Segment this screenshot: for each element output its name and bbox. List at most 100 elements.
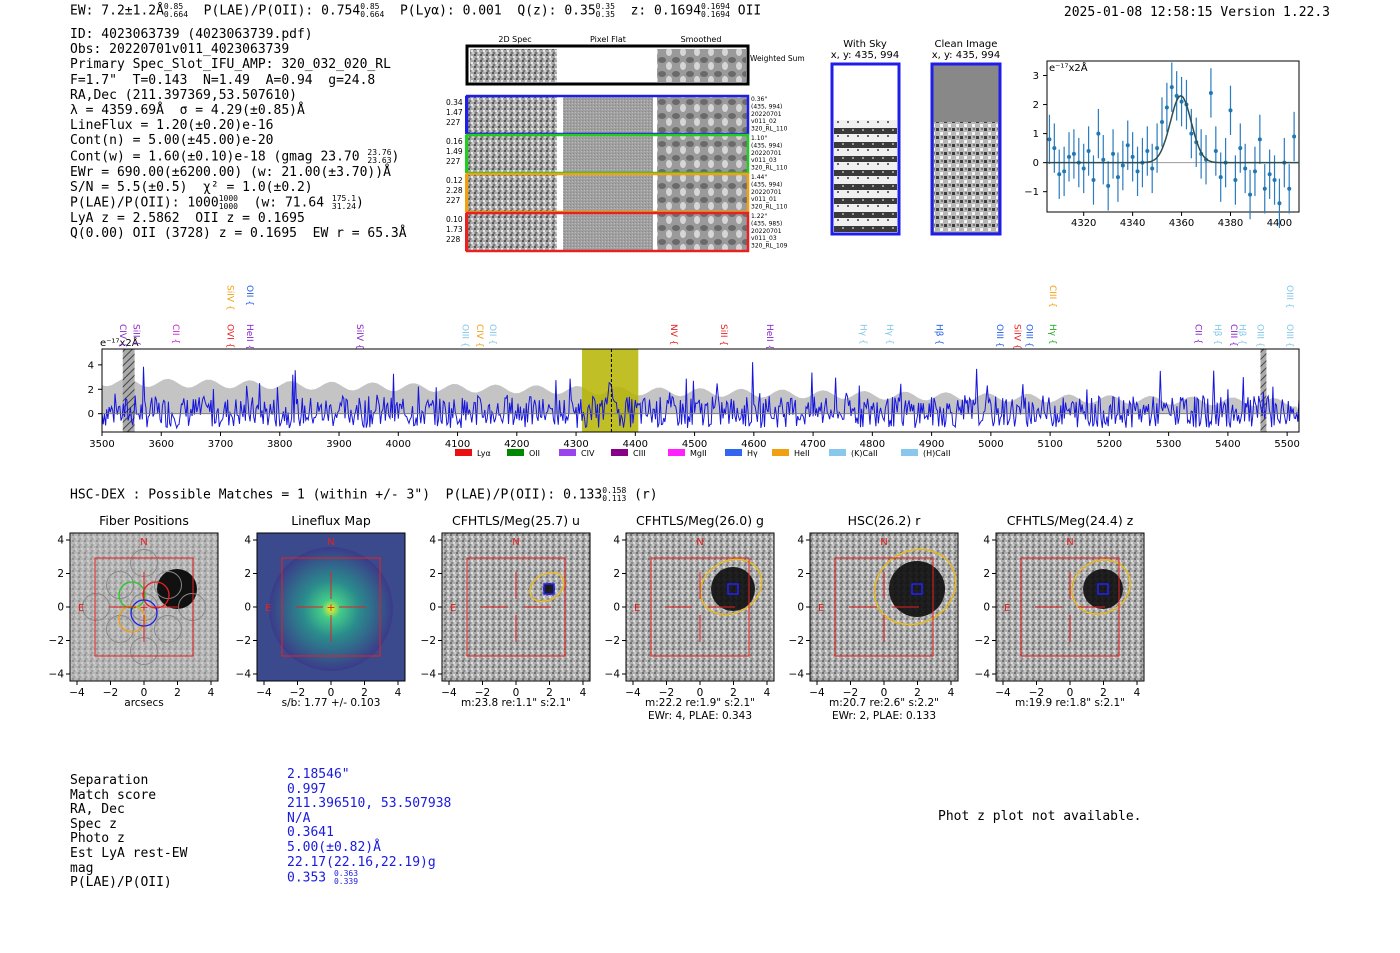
legend-label: MgII <box>690 449 707 458</box>
legend-swatch <box>507 449 524 456</box>
cutout-left-label: 0.34 <box>446 98 463 107</box>
emission-line-label: OIII { <box>459 324 469 348</box>
fit-point <box>1091 178 1096 183</box>
north-label: N <box>327 537 334 548</box>
full-spectrum-plot: e⁻¹⁷x2Å 3500 3600 3700 3800 3900 4000 4100 4200… <box>88 285 1300 458</box>
legend-label: (H)CaII <box>923 449 950 458</box>
panel-xtick-label: −2 <box>290 687 305 699</box>
fit-point <box>1115 175 1120 180</box>
info-plae-w-upper: 175.1 <box>331 194 357 204</box>
cutout-pixelflat <box>563 135 653 173</box>
plae-value: P(LAE)/P(OII): 0.754 <box>203 3 361 19</box>
cutout-2dspec <box>468 174 557 212</box>
info-lambda: λ = 4359.69Å σ = 4.29(±0.85)Å <box>70 103 305 119</box>
fit-point <box>1213 149 1218 154</box>
panel-xtick-label: −2 <box>103 687 118 699</box>
panel-caption: m:19.9 re:1.8" s:2.1" <box>1015 697 1125 709</box>
emission-line-label: Hβ { <box>1212 324 1222 345</box>
panel-noise <box>626 533 774 681</box>
search-box <box>650 557 750 657</box>
info-contn: Cont(n) = 5.00(±45.00)e-20 <box>70 133 274 149</box>
fit-point <box>1067 154 1072 159</box>
east-label: E <box>818 603 824 614</box>
legend-label: Hγ <box>747 449 758 458</box>
panel-xtick-label: 0 <box>1067 687 1074 699</box>
cutout-right-label: 20220701 <box>751 111 782 118</box>
east-label: E <box>1004 603 1010 614</box>
panel-xtick-label: 0 <box>141 687 148 699</box>
cutout-right-label: 20220701 <box>751 150 782 157</box>
panel-caption: m:23.8 re:1.1" s:2.1" <box>461 697 571 709</box>
fit-point <box>1174 93 1179 98</box>
fit-point <box>1125 143 1130 148</box>
info-ewr: EWr = 690.00(±6200.00) (w: 21.00(±3.70))… <box>70 164 391 180</box>
panel-ytick-label: 2 <box>983 568 990 580</box>
galaxy-blob <box>1083 569 1123 609</box>
fit-point <box>1248 192 1253 197</box>
fit-point <box>1150 166 1155 171</box>
fiber-circle <box>154 615 182 643</box>
cand-value: 2.18546" <box>287 767 350 782</box>
north-label: N <box>696 537 703 548</box>
spec-xtick-label: 4500 <box>682 439 707 450</box>
search-box <box>834 557 934 657</box>
spec-xtick-label: 4200 <box>504 439 529 450</box>
panel-ytick-label: −2 <box>605 635 620 647</box>
fit-point <box>1252 169 1257 174</box>
fit-point <box>1111 151 1116 156</box>
fit-point <box>1267 172 1272 177</box>
cand-label: Est LyA rest-EW <box>70 845 188 861</box>
search-box <box>94 557 194 657</box>
legend-label: Lyα <box>477 449 491 458</box>
cand-value: N/A <box>287 810 311 826</box>
panel-xtick-label: −2 <box>1029 687 1044 699</box>
panel-title: CFHTLS/Meg(24.4) z <box>1007 513 1134 528</box>
header-line: EW: 7.2±1.2Å 0.85 0.664 P(LAE)/P(OII): 0.7… <box>70 3 761 19</box>
legend-swatch <box>829 449 846 456</box>
spec-ytick-label: 4 <box>88 360 94 371</box>
cutout-smoothed <box>657 96 747 134</box>
fit-point <box>1257 137 1262 142</box>
cand-plae-lower: 0.339 <box>333 877 359 887</box>
panel-xtick-label: −4 <box>809 687 825 699</box>
fit-point <box>1164 105 1169 110</box>
panel-xtick-label: 2 <box>1100 687 1107 699</box>
fit-point <box>1101 157 1106 162</box>
cutout-right-label: 320_RL_109 <box>751 243 788 250</box>
emission-line-label: OIII { <box>1255 324 1265 348</box>
panel-caption: m:20.7 re:2.6" s:2.2" <box>829 697 939 709</box>
panel-xtick-label: 4 <box>580 687 587 699</box>
info-sn: S/N = 5.5(±0.5) χ² = 1.0(±0.2) <box>70 179 313 195</box>
clean-image-xy: x, y: 435, 994 <box>932 50 1001 61</box>
info-plae: P(LAE)/P(OII): 1000 <box>70 195 219 211</box>
emission-line-label: OIII { <box>1023 324 1033 348</box>
fit-point <box>1287 186 1292 191</box>
emission-line-label: CII { <box>1192 324 1202 344</box>
fit-point <box>1238 146 1243 151</box>
fit-point <box>1233 178 1238 183</box>
info-contw: Cont(w) = 1.60(±0.10)e-18 (gmag 23.70 <box>70 149 360 165</box>
legend-swatch <box>901 449 918 456</box>
panel-xtick-label: −4 <box>625 687 641 699</box>
panel-ytick-label: −2 <box>236 635 251 647</box>
fit-ytick-label: 1 <box>1033 129 1039 140</box>
cutout-smoothed <box>657 135 747 173</box>
ew-value: EW: 7.2±1.2Å <box>70 3 164 19</box>
cutout-left-label: 228 <box>446 235 461 244</box>
emission-line-label: OVI { <box>225 324 235 348</box>
panel-xtick-label: 4 <box>208 687 215 699</box>
emission-line-label: OIII { <box>994 324 1004 348</box>
panel-caption: m:22.2 re:1.9" s:2.1" <box>645 697 755 709</box>
cutout-right-label: (435, 985) <box>751 220 782 227</box>
emission-line-label: Hγ { <box>857 324 867 345</box>
legend-swatch <box>611 449 628 456</box>
panel-xtick-label: −4 <box>69 687 85 699</box>
cand-value: 22.17(22.16,22.19)g <box>287 854 436 870</box>
emission-line-label: CIII { <box>1047 285 1057 308</box>
panel-ytick-label: 0 <box>244 602 251 614</box>
spec-xtick-label: 4000 <box>386 439 411 450</box>
panel-ytick-label: 0 <box>429 602 436 614</box>
galaxy-blob <box>543 583 555 595</box>
panel-xtick-label: 2 <box>730 687 737 699</box>
